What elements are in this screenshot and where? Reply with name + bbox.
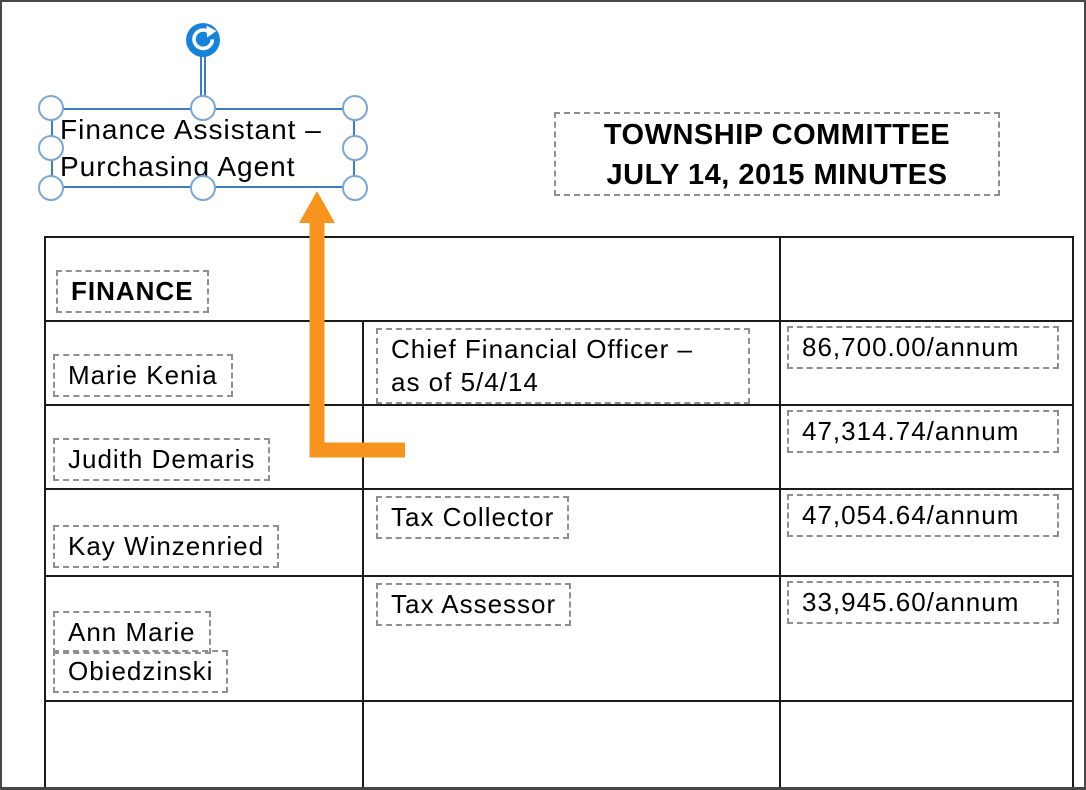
position-field[interactable]: Tax Collector: [376, 496, 570, 539]
resize-handle-top-left[interactable]: [38, 95, 64, 121]
cell-empty: [779, 700, 1074, 787]
rotate-handle-stem: [200, 56, 206, 100]
position-line1: Chief Financial Officer –: [391, 334, 693, 364]
cell-empty: [779, 236, 1074, 322]
employee-name-field-line2[interactable]: Obiedzinski: [53, 650, 229, 693]
position-line2: as of 5/4/14: [391, 367, 539, 397]
resize-handle-bottom-middle[interactable]: [190, 175, 216, 201]
rotate-handle-icon[interactable]: [186, 23, 220, 57]
section-header-field[interactable]: FINANCE: [56, 270, 209, 313]
table-row: Kay Winzenried Tax Collector 47,054.64/a…: [44, 488, 1074, 577]
cell-position: Tax Collector: [362, 488, 781, 577]
resize-handle-top-right[interactable]: [342, 95, 368, 121]
position-field[interactable]: Chief Financial Officer – as of 5/4/14: [376, 328, 750, 403]
table-row: Judith Demaris 47,314.74/annum: [44, 404, 1074, 490]
cell-employee-name: Kay Winzenried: [44, 488, 364, 577]
textbox-line1: Finance Assistant –: [60, 114, 322, 145]
salary-field[interactable]: 47,054.64/annum: [787, 494, 1059, 537]
resize-handle-middle-left[interactable]: [38, 135, 64, 161]
cell-position: [362, 404, 781, 490]
rotate-clockwise-icon: [192, 25, 217, 51]
resize-handle-bottom-left[interactable]: [38, 175, 64, 201]
employee-name-field-line1[interactable]: Ann Marie: [53, 611, 211, 654]
salary-field[interactable]: 86,700.00/annum: [787, 326, 1059, 369]
table-row-empty: [44, 700, 1074, 787]
cell-employee-name: Marie Kenia: [44, 320, 364, 406]
textbox-text[interactable]: Finance Assistant – Purchasing Agent: [53, 110, 353, 185]
resize-handle-bottom-right[interactable]: [342, 175, 368, 201]
cell-position: Chief Financial Officer – as of 5/4/14: [362, 320, 781, 406]
document-title-field[interactable]: TOWNSHIP COMMITTEE JULY 14, 2015 MINUTES: [554, 112, 1000, 196]
arrow-head: [299, 191, 335, 223]
cell-salary: 47,314.74/annum: [779, 404, 1074, 490]
employee-name-field[interactable]: Kay Winzenried: [53, 525, 280, 568]
cell-salary: 33,945.60/annum: [779, 575, 1074, 702]
cell-salary: 47,054.64/annum: [779, 488, 1074, 577]
cell-salary: 86,700.00/annum: [779, 320, 1074, 406]
cell-employee-name: Judith Demaris: [44, 404, 364, 490]
salary-field[interactable]: 33,945.60/annum: [787, 581, 1059, 624]
title-line2: JULY 14, 2015 MINUTES: [606, 159, 948, 191]
cell-position: Tax Assessor: [362, 575, 781, 702]
position-field[interactable]: Tax Assessor: [376, 583, 572, 626]
textbox-line2: Purchasing Agent: [60, 151, 296, 182]
employee-name-field[interactable]: Judith Demaris: [53, 438, 271, 481]
cell-employee-name: Ann Marie Obiedzinski: [44, 575, 364, 702]
title-line1: TOWNSHIP COMMITTEE: [603, 119, 951, 151]
cell-empty: [44, 700, 364, 787]
employee-name-field[interactable]: Marie Kenia: [53, 354, 233, 397]
table-row: Marie Kenia Chief Financial Officer – as …: [44, 320, 1074, 406]
cell-section-header: FINANCE: [44, 236, 781, 322]
table-row: Ann Marie Obiedzinski Tax Assessor 33,94…: [44, 575, 1074, 702]
salary-field[interactable]: 47,314.74/annum: [787, 410, 1059, 453]
resize-handle-top-middle[interactable]: [190, 95, 216, 121]
cell-empty: [362, 700, 781, 787]
finance-table: FINANCE Marie Kenia Chief Financial Offi…: [44, 236, 1074, 787]
resize-handle-middle-right[interactable]: [342, 135, 368, 161]
table-row-finance-header: FINANCE: [44, 236, 1074, 322]
